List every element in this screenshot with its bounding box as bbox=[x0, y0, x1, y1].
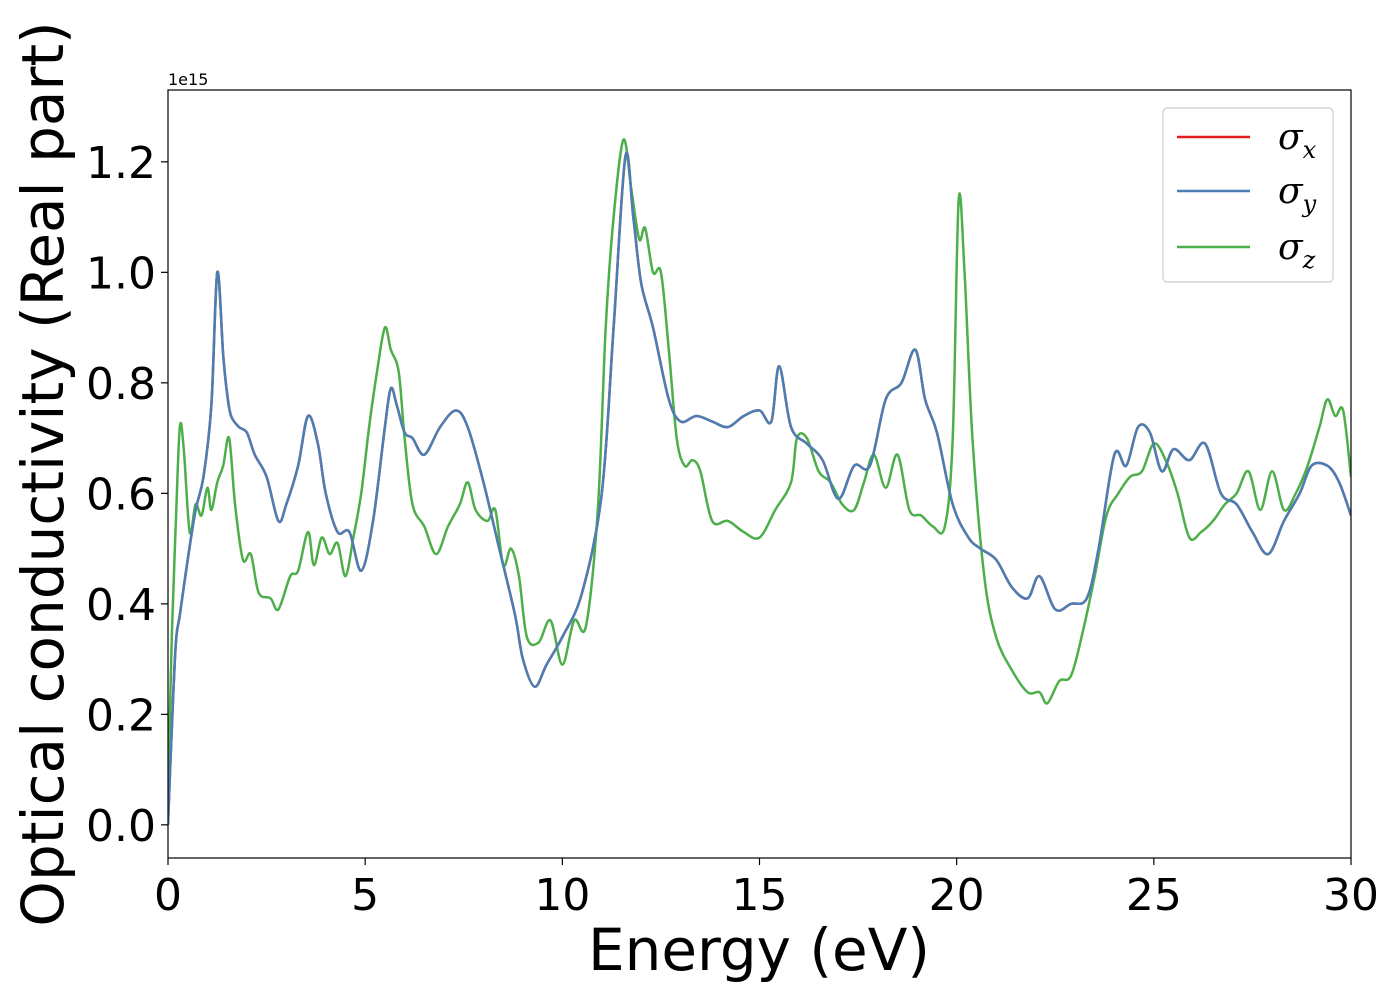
y-tick-label: 0.6 bbox=[86, 469, 156, 520]
x-axis-label: Energy (eV) bbox=[588, 916, 930, 984]
x-tick-label: 0 bbox=[154, 870, 182, 921]
series-line-z bbox=[168, 138, 1351, 798]
series-line-y bbox=[168, 151, 1351, 825]
legend-label-x: σx bbox=[1278, 117, 1317, 164]
y-tick-label: 0.8 bbox=[86, 359, 156, 410]
x-tick-label: 20 bbox=[929, 870, 985, 921]
x-tick-label: 10 bbox=[534, 870, 590, 921]
y-tick-label: 1.0 bbox=[86, 248, 156, 299]
y-tick-label: 0.0 bbox=[86, 801, 156, 852]
legend-label-y: σy bbox=[1278, 171, 1317, 218]
series-group bbox=[168, 138, 1351, 825]
x-tick-label: 15 bbox=[732, 870, 788, 921]
x-tick-label: 25 bbox=[1126, 870, 1182, 921]
legend-label-z: σz bbox=[1278, 227, 1316, 274]
y-axis: 0.0 0.2 0.4 0.6 0.8 1.0 1.2 bbox=[86, 138, 168, 852]
y-tick-label: 1.2 bbox=[86, 138, 156, 189]
y-axis-label: Optical conductivity (Real part) bbox=[9, 21, 77, 926]
y-offset-label: 1e15 bbox=[168, 70, 208, 89]
x-axis: 0 5 10 15 20 25 30 bbox=[154, 858, 1379, 921]
x-tick-label: 30 bbox=[1323, 870, 1379, 921]
x-tick-label: 5 bbox=[351, 870, 379, 921]
y-tick-label: 0.4 bbox=[86, 580, 156, 631]
legend-box bbox=[1162, 107, 1334, 283]
legend: σx σy σz bbox=[1162, 107, 1334, 283]
y-tick-label: 0.2 bbox=[86, 690, 156, 741]
